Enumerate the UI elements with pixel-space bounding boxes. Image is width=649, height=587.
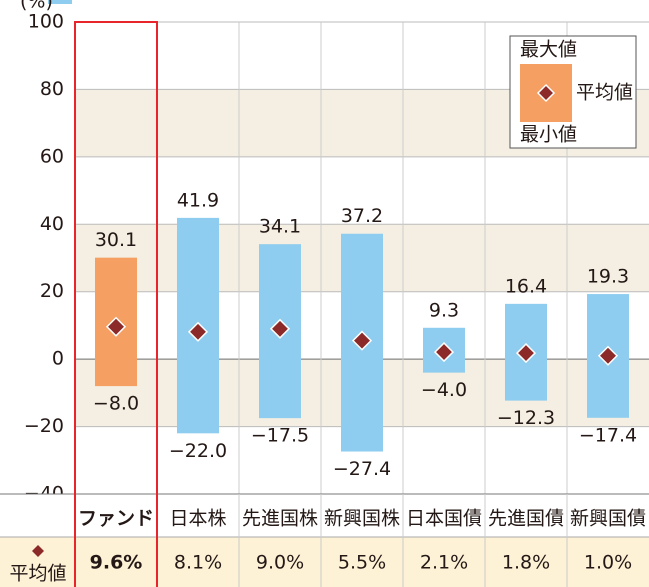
mean-marker bbox=[433, 342, 455, 363]
max-label: 19.3 bbox=[587, 266, 629, 288]
mean-marker bbox=[536, 83, 556, 103]
mean-marker bbox=[597, 345, 619, 366]
y-tick-label: 20 bbox=[40, 280, 64, 302]
min-label: −27.4 bbox=[333, 458, 391, 480]
y-tick-label: 0 bbox=[52, 348, 64, 370]
legend-label: 平均値 bbox=[576, 82, 633, 104]
x-tick-label: 先進国債 bbox=[488, 508, 564, 530]
mean-row-marker bbox=[32, 545, 44, 557]
y-tick-label: 40 bbox=[40, 213, 64, 235]
y-axis-unit: (%) bbox=[20, 0, 53, 13]
max-label: 41.9 bbox=[177, 189, 219, 211]
mean-label: 1.0% bbox=[584, 552, 632, 574]
min-label: −4.0 bbox=[421, 379, 467, 401]
max-label: 34.1 bbox=[259, 216, 301, 238]
min-label: −8.0 bbox=[93, 393, 139, 415]
highlight-frame bbox=[74, 21, 158, 587]
x-tick-label: ファンド bbox=[78, 508, 154, 530]
mean-label: 8.1% bbox=[174, 552, 222, 574]
x-tick-label: 新興国債 bbox=[570, 508, 646, 530]
y-tick-label: 100 bbox=[28, 11, 64, 33]
max-label: 37.2 bbox=[341, 205, 383, 227]
x-tick-label: 日本株 bbox=[169, 508, 226, 530]
mean-marker bbox=[269, 318, 291, 339]
mean-row bbox=[0, 537, 649, 587]
legend-label: 最大値 bbox=[520, 39, 577, 61]
mean-marker bbox=[105, 316, 127, 337]
mean-label: 5.5% bbox=[338, 552, 386, 574]
mean-label: 1.8% bbox=[502, 552, 550, 574]
mean-label: 2.1% bbox=[420, 552, 468, 574]
mean-marker bbox=[351, 330, 373, 351]
y-tick-label: −20 bbox=[24, 415, 64, 437]
mean-marker bbox=[187, 321, 209, 342]
legend-label: 最小値 bbox=[520, 124, 577, 146]
x-tick-label: 新興国株 bbox=[324, 508, 400, 530]
mean-label: 9.6% bbox=[90, 552, 143, 574]
max-label: 9.3 bbox=[429, 299, 459, 321]
max-label: 30.1 bbox=[95, 229, 137, 251]
min-label: −17.4 bbox=[579, 424, 637, 446]
min-label: −12.3 bbox=[497, 407, 555, 429]
mean-label: 9.0% bbox=[256, 552, 304, 574]
min-label: −22.0 bbox=[169, 440, 227, 462]
legend-swatch-partial bbox=[48, 0, 72, 4]
mean-marker bbox=[515, 343, 537, 364]
mean-row-label: 平均値 bbox=[9, 563, 66, 585]
max-label: 16.4 bbox=[505, 275, 547, 297]
x-tick-label: 先進国株 bbox=[242, 508, 318, 530]
min-label: −17.5 bbox=[251, 425, 309, 447]
y-tick-label: 80 bbox=[40, 78, 64, 100]
x-tick-label: 日本国債 bbox=[406, 508, 482, 530]
category-row bbox=[0, 494, 649, 537]
y-tick-label: 60 bbox=[40, 145, 64, 167]
